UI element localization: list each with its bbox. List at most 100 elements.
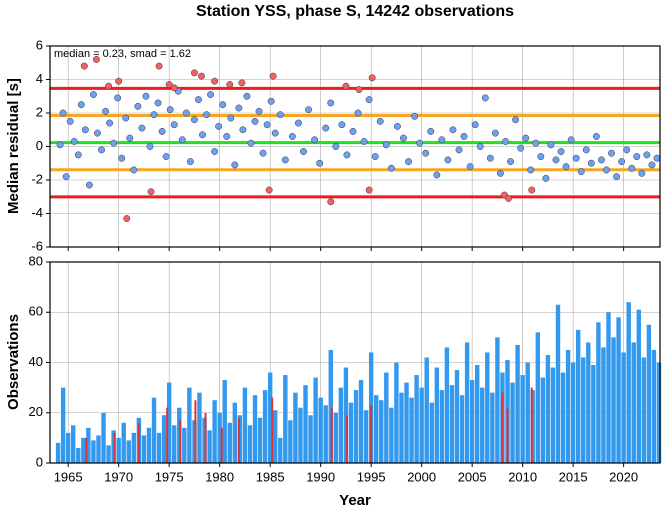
bar: [194, 400, 197, 463]
data-point: [476, 143, 484, 150]
data-point: [276, 111, 284, 119]
bar: [308, 415, 313, 463]
bar: [414, 375, 419, 463]
data-point: [603, 166, 610, 174]
bar: [419, 387, 424, 463]
bar: [323, 405, 328, 463]
data-point: [105, 82, 113, 90]
bar: [510, 382, 515, 463]
data-point: [294, 119, 302, 127]
bar: [555, 304, 561, 463]
bar: [495, 337, 500, 463]
data-point: [387, 164, 395, 172]
data-point: [126, 134, 134, 142]
data-point: [195, 96, 202, 104]
bar: [182, 427, 187, 463]
data-point: [505, 194, 512, 202]
bar: [651, 349, 657, 463]
bar: [520, 375, 525, 463]
bar: [91, 440, 96, 463]
bar: [560, 372, 566, 463]
bar: [370, 405, 373, 463]
bar: [192, 420, 197, 463]
data-point: [288, 133, 296, 140]
bar: [86, 427, 91, 463]
data-point: [81, 126, 89, 134]
bar: [621, 352, 626, 463]
data-point: [146, 143, 154, 150]
bar: [530, 387, 533, 463]
bar: [166, 382, 172, 463]
data-point: [219, 101, 227, 109]
data-point: [327, 198, 335, 206]
y-tick-label: 60: [29, 304, 43, 319]
data-point: [56, 141, 64, 149]
bar: [330, 407, 333, 463]
plot-frame: [49, 261, 661, 464]
data-point: [486, 154, 494, 162]
data-point: [66, 117, 74, 125]
bar: [439, 390, 445, 463]
data-point: [62, 173, 70, 181]
bar: [586, 342, 591, 463]
x-tick-label: 1965: [54, 469, 83, 484]
data-point: [349, 127, 357, 135]
bar: [267, 372, 273, 463]
bar: [227, 422, 232, 463]
plot-frame: [49, 45, 661, 248]
chart-title: Station YSS, phase S, 14242 observations: [196, 3, 514, 20]
data-point: [643, 151, 651, 159]
bar: [179, 420, 182, 463]
bar: [646, 324, 652, 463]
bar: [151, 397, 157, 463]
data-point: [281, 156, 289, 164]
bar: [394, 362, 399, 463]
data-point: [80, 62, 88, 70]
bar: [55, 442, 61, 463]
bar: [65, 432, 71, 463]
data-point: [130, 166, 138, 174]
data-point: [608, 149, 615, 157]
data-point: [134, 102, 142, 110]
data-point: [502, 138, 509, 145]
data-point: [449, 126, 457, 134]
data-point: [532, 139, 540, 147]
bar: [288, 420, 293, 463]
data-point: [507, 158, 514, 166]
bar: [156, 432, 162, 463]
data-point: [597, 156, 605, 164]
bar: [444, 347, 450, 463]
annotation: median = 0.23, smad = 1.62: [54, 48, 191, 60]
x-tick-label: 2005: [458, 469, 487, 484]
data-point: [93, 55, 100, 63]
data-point: [170, 84, 178, 92]
bar: [596, 322, 601, 463]
bar: [631, 342, 636, 463]
y-tick-label: 2: [36, 104, 43, 119]
y-tick-label: 0: [36, 454, 43, 469]
bar: [656, 362, 662, 463]
bar: [384, 372, 389, 463]
data-point: [365, 186, 373, 194]
x-tick-label: 2000: [407, 469, 436, 484]
bar: [172, 425, 177, 463]
bar: [121, 422, 126, 463]
data-point: [471, 121, 479, 129]
data-point: [393, 122, 401, 130]
data-point: [98, 146, 105, 154]
data-point: [215, 122, 223, 130]
bar: [85, 437, 88, 463]
data-point: [142, 92, 150, 100]
bar: [333, 412, 339, 463]
data-point: [178, 136, 186, 144]
data-point: [638, 169, 646, 177]
bar: [490, 392, 495, 463]
data-point: [376, 117, 384, 125]
bar: [202, 417, 207, 463]
bar: [187, 387, 192, 463]
bar: [247, 425, 253, 463]
data-point: [411, 112, 419, 120]
bar: [237, 417, 240, 463]
bar: [252, 395, 258, 463]
data-point: [438, 136, 446, 144]
